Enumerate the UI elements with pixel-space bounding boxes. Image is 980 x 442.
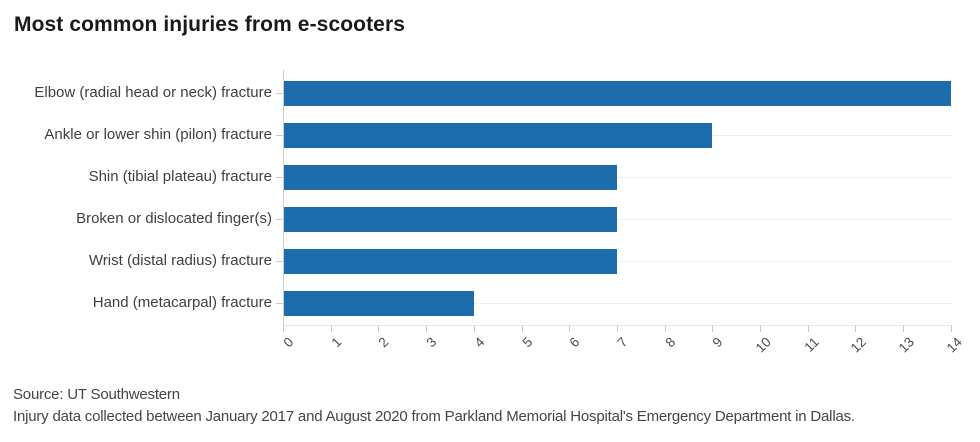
x-axis-tick	[331, 325, 332, 332]
category-tick	[276, 93, 283, 94]
row-gridline	[283, 303, 951, 304]
category-tick	[276, 177, 283, 178]
x-axis-tick	[569, 325, 570, 332]
category-label: Hand (metacarpal) fracture	[92, 294, 272, 311]
x-axis-tick	[951, 325, 952, 332]
x-tick-label: 3	[423, 334, 440, 351]
x-tick-label: 4	[471, 334, 488, 351]
source-note: Source: UT Southwestern	[13, 386, 180, 403]
category-label: Shin (tibial plateau) fracture	[88, 168, 272, 185]
category-label: Wrist (distal radius) fracture	[88, 252, 272, 269]
x-tick-label: 14	[943, 334, 965, 356]
x-axis-tick	[665, 325, 666, 332]
x-tick-label: 1	[328, 334, 345, 351]
x-tick-label: 2	[375, 334, 392, 351]
x-axis-tick	[617, 325, 618, 332]
bar-5	[284, 249, 617, 274]
bar-4	[284, 207, 617, 232]
x-tick-label: 11	[801, 334, 822, 355]
x-axis-tick	[426, 325, 427, 332]
chart-title: Most common injuries from e-scooters	[14, 13, 406, 36]
x-tick-label: 9	[709, 334, 726, 351]
bar-3	[284, 165, 617, 190]
x-axis-tick	[522, 325, 523, 332]
bar-1	[284, 81, 951, 106]
category-label: Elbow (radial head or neck) fracture	[34, 84, 272, 101]
x-tick-label: 7	[614, 334, 631, 351]
category-tick	[276, 303, 283, 304]
category-tick	[276, 219, 283, 220]
x-tick-label: 12	[847, 334, 869, 356]
x-tick-label: 6	[566, 334, 583, 351]
x-axis-tick	[712, 325, 713, 332]
x-tick-label: 0	[280, 334, 297, 351]
x-axis-tick	[474, 325, 475, 332]
x-axis-tick	[903, 325, 904, 332]
category-label: Ankle or lower shin (pilon) fracture	[44, 126, 272, 143]
x-axis-tick	[378, 325, 379, 332]
x-tick-label: 10	[752, 334, 774, 356]
y-axis-line	[283, 70, 284, 325]
x-axis-tick	[760, 325, 761, 332]
bar-chart-plot-area: Elbow (radial head or neck) fracture Ankl…	[34, 70, 965, 356]
category-tick	[276, 135, 283, 136]
bar-6	[284, 291, 474, 316]
x-axis-tick	[283, 325, 284, 332]
chart-footer: Source: UT Southwestern Injury data coll…	[13, 384, 855, 428]
x-tick-label: 5	[519, 334, 536, 351]
x-tick-label: 13	[895, 334, 917, 356]
data-note: Injury data collected between January 20…	[13, 408, 855, 425]
x-tick-label: 8	[662, 334, 679, 351]
x-axis-tick	[855, 325, 856, 332]
category-label: Broken or dislocated finger(s)	[76, 210, 272, 227]
x-axis-tick	[808, 325, 809, 332]
bar-2	[284, 123, 712, 148]
category-tick	[276, 261, 283, 262]
